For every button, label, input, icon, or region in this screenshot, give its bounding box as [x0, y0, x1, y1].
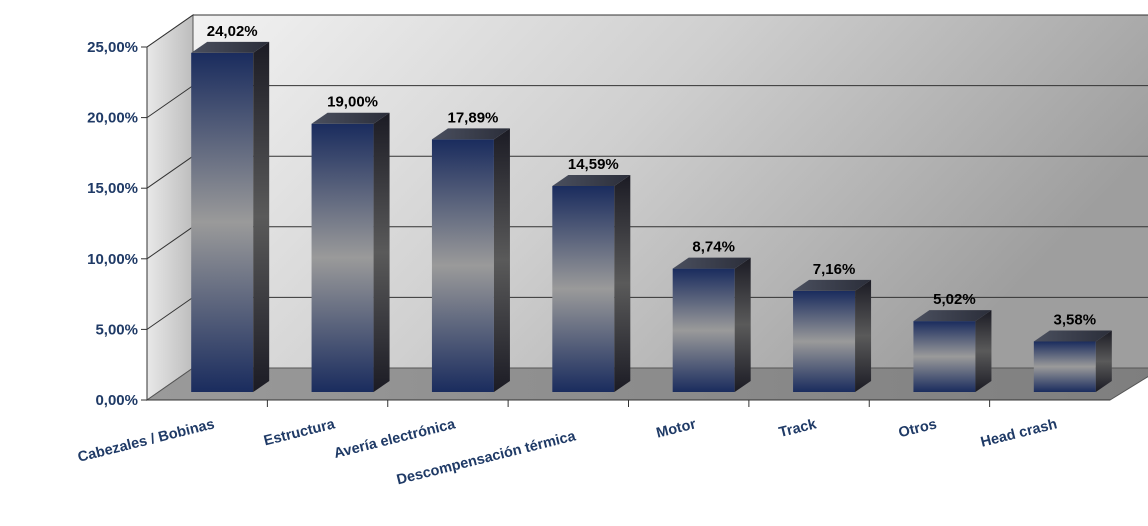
bar-front: [552, 185, 615, 392]
y-tick-label: 15,00%: [87, 180, 138, 197]
bar-top: [672, 257, 751, 269]
x-tick-label: Avería electrónica: [332, 416, 457, 462]
bar-side: [855, 279, 872, 392]
bar-side: [493, 128, 510, 393]
bar-side: [253, 41, 270, 393]
x-tick-label: Cabezales / Bobinas: [76, 416, 216, 465]
y-tick-label: 5,00%: [95, 321, 138, 338]
bar-front: [1033, 341, 1096, 392]
bar-top: [431, 128, 510, 140]
data-label: 8,74%: [692, 239, 735, 256]
y-tick-label: 0,00%: [95, 392, 138, 409]
side-wall: [146, 14, 194, 401]
bar-front: [431, 139, 494, 392]
y-tick-label: 10,00%: [87, 251, 138, 268]
bar-side: [975, 310, 992, 392]
bars: [191, 41, 1112, 393]
axes: [141, 46, 1110, 407]
bar-top: [311, 112, 390, 124]
bar-front: [793, 290, 856, 392]
data-label: 24,02%: [207, 23, 258, 40]
bar-top: [191, 41, 270, 53]
chart-walls: [146, 14, 1148, 401]
gridline-side: [146, 85, 194, 119]
bar-side: [614, 174, 631, 392]
bar-front: [191, 52, 254, 393]
chart-floor: [145, 367, 1148, 401]
bar-top: [552, 174, 631, 186]
gridline-side: [146, 14, 194, 48]
y-tick-label: 25,00%: [87, 39, 138, 56]
data-label: 14,59%: [568, 156, 619, 173]
bar-front: [311, 123, 374, 392]
data-label: 7,16%: [813, 261, 856, 278]
bar-front: [672, 268, 735, 392]
gridline-side: [146, 296, 194, 330]
bar-top: [1033, 330, 1112, 342]
data-label: 17,89%: [448, 109, 499, 126]
bar-side: [373, 112, 390, 392]
bar-front: [913, 321, 976, 392]
y-tick-label: 20,00%: [87, 110, 138, 127]
data-label: 19,00%: [327, 94, 378, 111]
bar-top: [913, 310, 992, 322]
x-tick-label: Motor: [655, 416, 698, 441]
gridline-side: [146, 155, 194, 189]
x-tick-label: Estructura: [262, 416, 337, 449]
floor-plane: [145, 367, 1148, 401]
bar-top: [793, 279, 872, 291]
gridline-side: [146, 226, 194, 260]
x-tick-label: Otros: [897, 416, 938, 441]
data-label: 3,58%: [1054, 311, 1097, 328]
data-labels: 24,02% 19,00% 17,89% 14,59% 8,74% 7,16% 5,02% 3…: [207, 23, 1096, 329]
x-tick-label: Head crash: [979, 416, 1059, 450]
bar-side: [734, 257, 751, 392]
x-tick-label: Track: [777, 416, 819, 441]
y-tick-labels: 0,00% 5,00% 10,00% 15,00% 20,00% 25,00%: [87, 39, 138, 409]
bar-side: [1095, 330, 1112, 392]
data-label: 5,02%: [933, 291, 976, 308]
